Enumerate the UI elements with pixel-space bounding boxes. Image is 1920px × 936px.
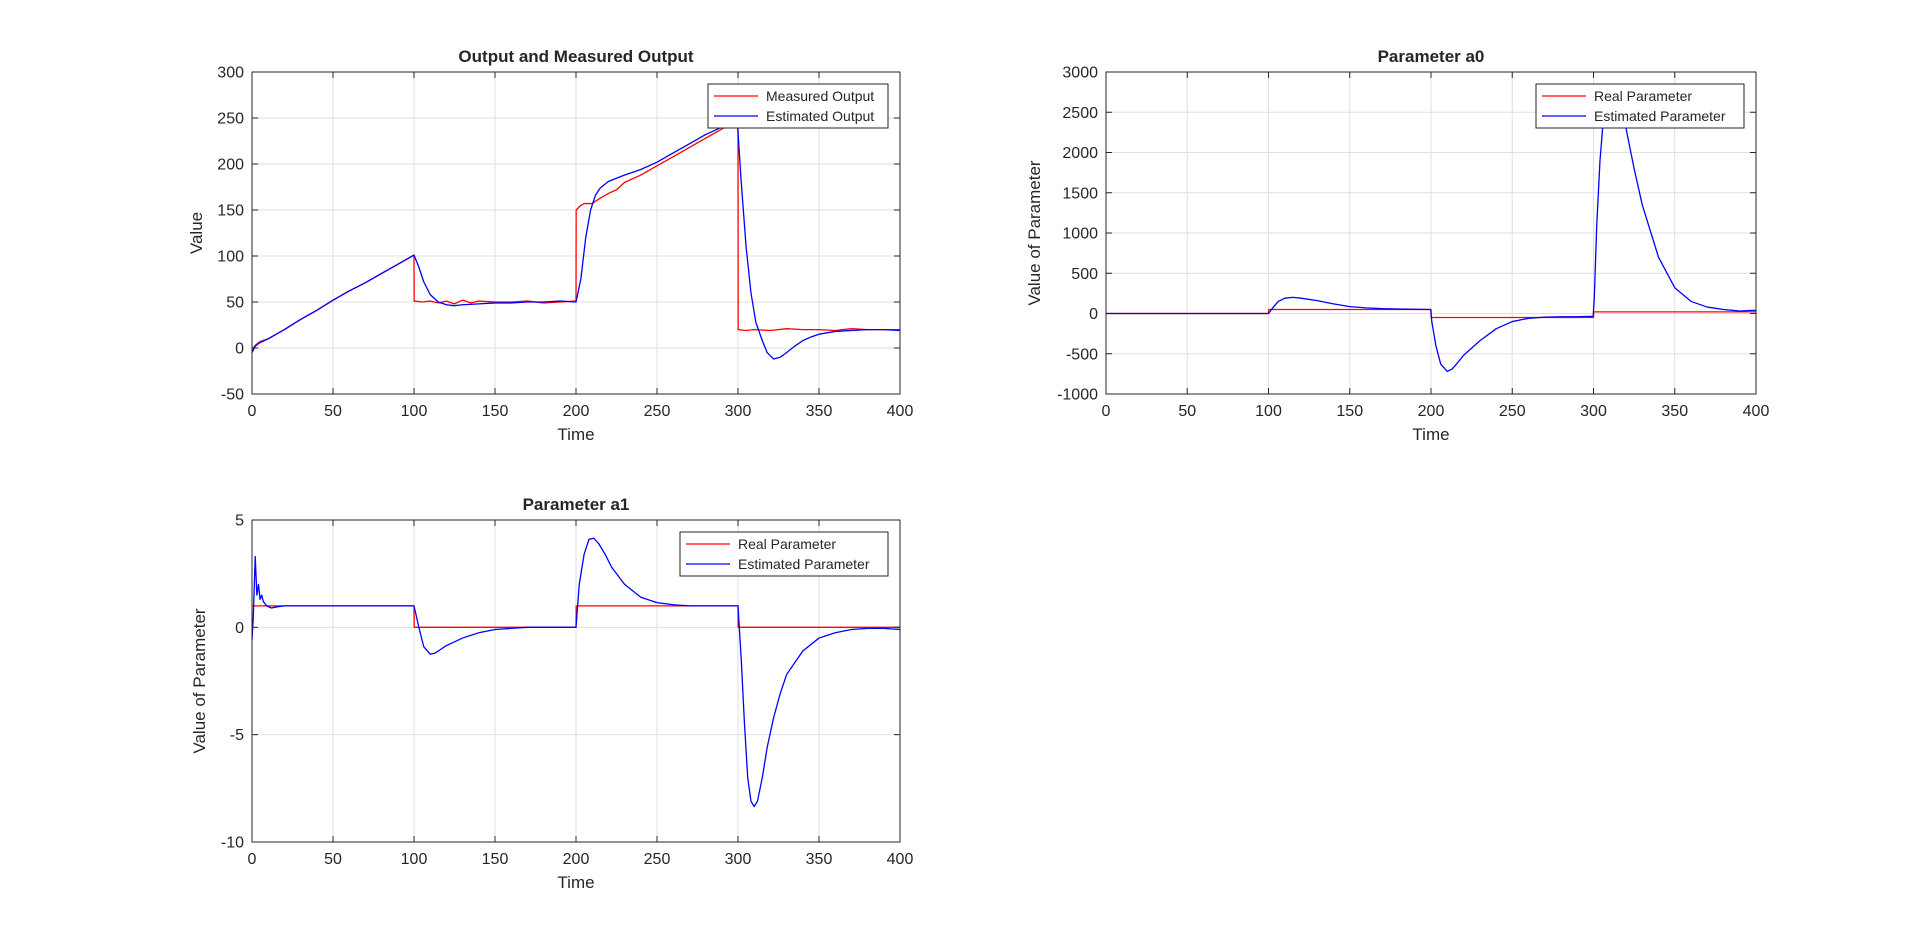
- y-tick-label: -50: [221, 387, 244, 404]
- legend-label: Real Parameter: [738, 536, 836, 552]
- series-group: [252, 537, 900, 808]
- x-tick-label: 200: [563, 851, 590, 868]
- x-tick-label: 250: [644, 851, 671, 868]
- y-tick-label: 5: [235, 513, 244, 530]
- x-tick-label: 350: [806, 851, 833, 868]
- y-tick-label: 0: [235, 620, 244, 637]
- chart-title: Output and Measured Output: [458, 47, 693, 66]
- legend-box: [679, 531, 889, 577]
- y-tick-label: 200: [217, 157, 244, 174]
- x-axis-label: Time: [557, 425, 594, 444]
- legend-box: [1535, 83, 1745, 129]
- x-tick-label: 0: [1102, 403, 1111, 420]
- x-tick-label: 400: [1743, 403, 1770, 420]
- x-tick-label: 350: [1661, 403, 1688, 420]
- x-tick-label: 50: [1178, 403, 1196, 420]
- y-tick-label: -10: [221, 835, 244, 852]
- legend-label: Estimated Parameter: [1594, 108, 1726, 124]
- x-tick-label: 250: [1499, 403, 1526, 420]
- y-tick-label: 2000: [1062, 145, 1098, 162]
- series-group: [1106, 95, 1756, 373]
- y-tick-label: -1000: [1057, 387, 1098, 404]
- y-axis-label: Value of Parameter: [1025, 160, 1044, 306]
- series-line-real-parameter: [252, 605, 900, 628]
- x-tick-label: 400: [887, 851, 914, 868]
- x-tick-label: 350: [806, 403, 833, 420]
- x-tick-label: 150: [482, 851, 509, 868]
- chart-2: 0 50 100 150 200 250 300 350 400 -1000 -500 0 500 100…: [1025, 47, 1769, 444]
- y-tick-label: 300: [217, 65, 244, 82]
- y-tick-label: 1500: [1062, 185, 1098, 202]
- x-tick-label: 300: [725, 403, 752, 420]
- chart-3: 0 50 100 150 200 250 300 350 400 -10 -5 0 5 Parameter…: [190, 495, 913, 892]
- legend-box: [707, 83, 889, 129]
- y-axis-label: Value: [187, 212, 206, 254]
- y-tick-label: 50: [226, 295, 244, 312]
- legend: Real Parameter Estimated Parameter: [679, 531, 889, 577]
- legend: Real Parameter Estimated Parameter: [1535, 83, 1745, 129]
- y-tick-label: 500: [1071, 266, 1098, 283]
- series-line-estimated-output: [252, 119, 900, 360]
- x-tick-label: 100: [1255, 403, 1282, 420]
- x-tick-label: 300: [1580, 403, 1607, 420]
- x-tick-label: 250: [644, 403, 671, 420]
- y-axis-label: Value of Parameter: [190, 608, 209, 754]
- x-tick-label: 100: [401, 851, 428, 868]
- legend: Measured Output Estimated Output: [707, 83, 889, 129]
- y-tick-label: -500: [1066, 346, 1098, 363]
- y-tick-label: 2500: [1062, 105, 1098, 122]
- y-tick-label: -5: [230, 727, 244, 744]
- legend-label: Real Parameter: [1594, 88, 1692, 104]
- chart-title: Parameter a0: [1378, 47, 1485, 66]
- x-tick-label: 200: [1418, 403, 1445, 420]
- x-tick-label: 200: [563, 403, 590, 420]
- x-tick-label: 0: [248, 403, 257, 420]
- x-tick-label: 150: [1336, 403, 1363, 420]
- series-line-estimated-parameter: [252, 537, 900, 808]
- y-tick-label: 0: [1089, 306, 1098, 323]
- x-tick-label: 0: [248, 851, 257, 868]
- legend-label: Estimated Output: [766, 108, 874, 124]
- legend-label: Estimated Parameter: [738, 556, 870, 572]
- y-tick-label: 3000: [1062, 65, 1098, 82]
- x-tick-label: 300: [725, 851, 752, 868]
- x-tick-label: 400: [887, 403, 914, 420]
- legend-label: Measured Output: [766, 88, 874, 104]
- y-tick-label: 150: [217, 203, 244, 220]
- x-tick-label: 50: [324, 851, 342, 868]
- chart-1: 0 50 100 150 200 250 300 350 400-500501001502002…: [187, 47, 913, 444]
- x-tick-label: 100: [401, 403, 428, 420]
- y-tick-label: 0: [235, 341, 244, 358]
- y-tick-label: 100: [217, 249, 244, 266]
- series-line-estimated-parameter: [1106, 95, 1756, 373]
- x-tick-label: 150: [482, 403, 509, 420]
- x-axis-label: Time: [1412, 425, 1449, 444]
- y-tick-label: 1000: [1062, 226, 1098, 243]
- x-tick-label: 50: [324, 403, 342, 420]
- series-group: [252, 119, 900, 360]
- x-axis-label: Time: [557, 873, 594, 892]
- chart-title: Parameter a1: [523, 495, 630, 514]
- y-tick-label: 250: [217, 111, 244, 128]
